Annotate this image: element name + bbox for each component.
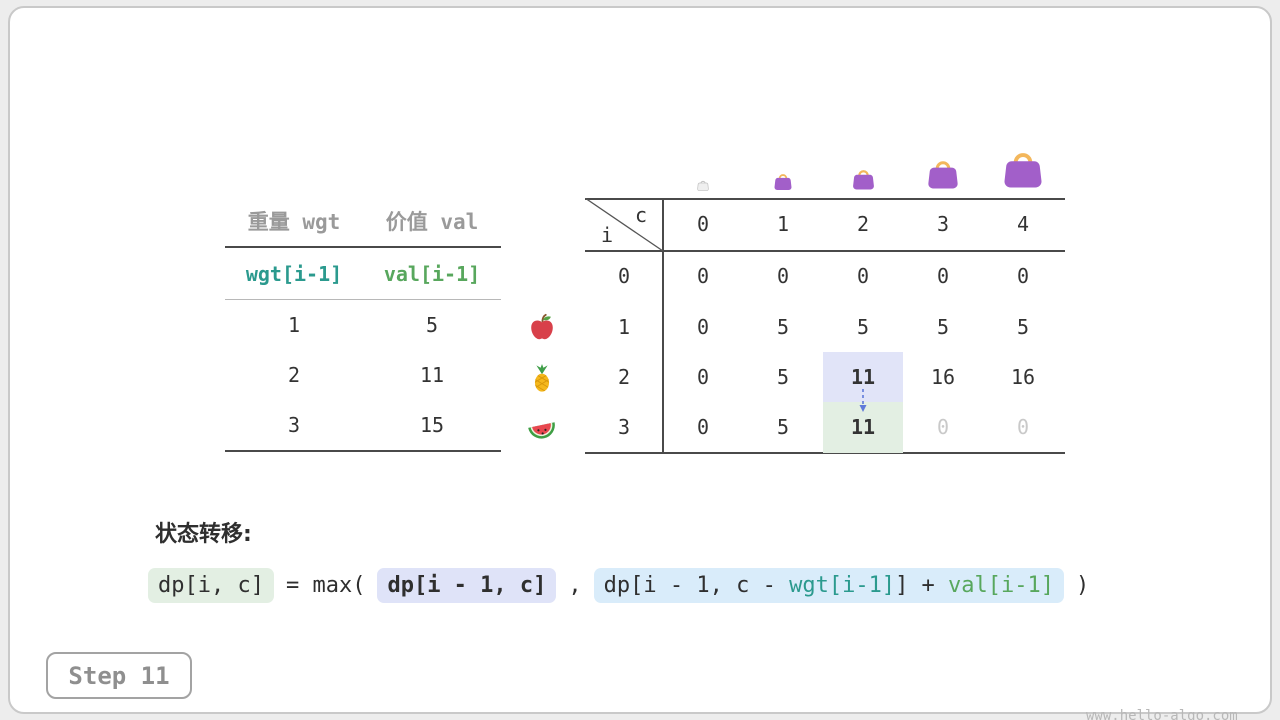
transition-heading: 状态转移: bbox=[155, 522, 252, 547]
dp-cell: 5 bbox=[1016, 314, 1030, 339]
formula-comma: , bbox=[568, 573, 582, 598]
divider bbox=[225, 299, 501, 300]
item-value: 11 bbox=[419, 363, 445, 387]
row-header: 1 bbox=[617, 314, 631, 339]
diagonal-line bbox=[585, 198, 663, 251]
step-badge: Step 11 bbox=[46, 652, 192, 699]
dp-cell: 0 bbox=[696, 415, 710, 440]
dp-cell: 16 bbox=[1010, 364, 1036, 389]
formula-arg2-mid: ] + bbox=[895, 573, 949, 598]
dp-cell: 0 bbox=[696, 314, 710, 339]
dp-cell: 0 bbox=[696, 264, 710, 289]
formula-arg2-wgt: wgt[i-1] bbox=[789, 573, 896, 598]
divider bbox=[585, 452, 1065, 454]
pineapple-icon bbox=[519, 352, 565, 402]
divider bbox=[225, 246, 501, 248]
formula-arg2-prefix: dp[i - 1, c - bbox=[603, 573, 790, 598]
col-header: 2 bbox=[856, 212, 870, 236]
dp-cell-pending: 0 bbox=[936, 415, 950, 440]
apple-icon bbox=[519, 302, 565, 352]
bag-icon-large bbox=[903, 154, 983, 192]
row-header: 0 bbox=[617, 264, 631, 289]
col-header: 1 bbox=[776, 212, 790, 236]
watermelon-icon bbox=[519, 403, 565, 453]
divider bbox=[662, 198, 664, 454]
dp-cell: 0 bbox=[1016, 264, 1030, 289]
dp-table: c i 0 1 2 3 4 0 1 2 3 0 0 0 bbox=[585, 153, 1065, 454]
variable-row: wgt[i-1] val[i-1] bbox=[225, 248, 501, 299]
dp-cell: 5 bbox=[936, 314, 950, 339]
col-header: 4 bbox=[1016, 212, 1030, 236]
weight-header: 重量 wgt bbox=[247, 210, 341, 234]
row-header: 3 bbox=[617, 415, 631, 440]
dp-cell: 0 bbox=[936, 264, 950, 289]
bag-icon-medium bbox=[823, 165, 903, 192]
site-watermark: www.hello-algo.com bbox=[1086, 708, 1238, 720]
divider bbox=[585, 198, 1065, 200]
wgt-var-label: wgt[i-1] bbox=[245, 261, 343, 286]
dp-cell-source-highlight: 11 bbox=[823, 351, 903, 403]
dp-cells: 0 0 0 0 0 0 5 5 5 5 0 5 11 16 16 0 5 11 … bbox=[663, 251, 1063, 453]
weight-value: 3 bbox=[287, 413, 301, 437]
formula-eq-max: = max( bbox=[285, 573, 366, 598]
dp-cell: 0 bbox=[696, 364, 710, 389]
dp-col-headers: 0 1 2 3 4 bbox=[663, 198, 1063, 250]
dp-cell: 0 bbox=[856, 264, 870, 289]
weights-values-header-row: 重量 wgt 价值 val bbox=[225, 196, 501, 246]
dp-cell-pending: 0 bbox=[1016, 415, 1030, 440]
dp-cell: 5 bbox=[856, 314, 870, 339]
dp-row-headers: 0 1 2 3 bbox=[585, 251, 663, 453]
item-icons-column bbox=[519, 302, 565, 453]
item-value: 5 bbox=[425, 313, 439, 337]
figure-card: 重量 wgt 价值 val wgt[i-1] val[i-1] 1 5 2 11… bbox=[8, 6, 1272, 720]
dp-cell: 5 bbox=[776, 415, 790, 440]
row-header: 2 bbox=[617, 364, 631, 389]
formula-arg1: dp[i - 1, c] bbox=[377, 568, 557, 603]
formula-close-paren: ) bbox=[1076, 573, 1090, 598]
dp-cell: 16 bbox=[930, 364, 956, 389]
col-header: 0 bbox=[696, 212, 710, 236]
weight-value: 2 bbox=[287, 363, 301, 387]
corner-cell: c i bbox=[585, 198, 663, 251]
col-var-label: c bbox=[635, 203, 648, 227]
row-var-label: i bbox=[601, 223, 614, 247]
table-row: 2 11 bbox=[225, 350, 501, 400]
divider bbox=[585, 250, 1065, 252]
item-value: 15 bbox=[419, 413, 445, 437]
transition-formula: dp[i, c] = max( dp[i - 1, c] , dp[i - 1,… bbox=[148, 568, 1089, 603]
transition-arrow-icon bbox=[859, 389, 867, 412]
weights-values-table: 重量 wgt 价值 val wgt[i-1] val[i-1] 1 5 2 11… bbox=[225, 196, 501, 452]
formula-lhs: dp[i, c] bbox=[148, 568, 274, 603]
bag-icon-small bbox=[743, 170, 823, 192]
divider bbox=[225, 450, 501, 452]
formula-arg2-val: val[i-1] bbox=[948, 573, 1055, 598]
col-header: 3 bbox=[936, 212, 950, 236]
table-row: 1 5 bbox=[225, 300, 501, 350]
formula-arg2: dp[i - 1, c - wgt[i-1]] + val[i-1] bbox=[593, 568, 1065, 603]
dp-cell: 5 bbox=[776, 314, 790, 339]
dp-cell: 5 bbox=[776, 364, 790, 389]
table-row: 3 15 bbox=[225, 400, 501, 450]
bag-outline-icon bbox=[663, 178, 743, 192]
value-header: 价值 val bbox=[385, 210, 479, 234]
capacity-bags-row bbox=[663, 134, 1063, 192]
weight-value: 1 bbox=[287, 313, 301, 337]
dp-cell: 0 bbox=[776, 264, 790, 289]
bag-icon-xlarge bbox=[983, 144, 1063, 192]
val-var-label: val[i-1] bbox=[383, 261, 481, 286]
